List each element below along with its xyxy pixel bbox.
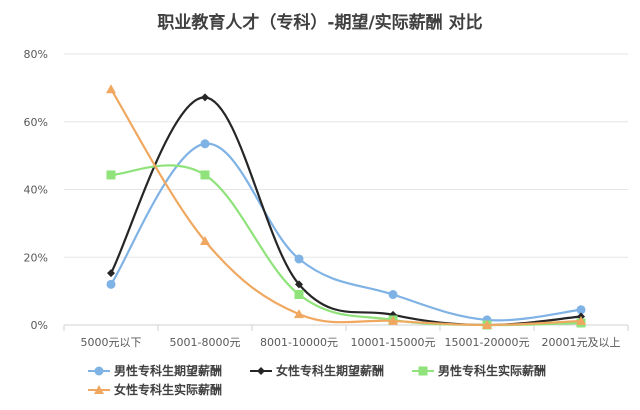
legend-circle-icon [88,366,110,375]
data-point-diamond [295,280,303,289]
data-point-triangle [388,315,398,325]
data-point-triangle [576,315,586,325]
data-point-circle [200,139,210,149]
data-point-square [294,290,304,300]
y-tick-label: 80% [24,48,48,61]
series-line-1 [110,96,582,327]
legend-triangle-icon [88,384,110,394]
data-point-diamond [107,269,115,278]
data-point-circle [294,254,304,264]
x-tick-label: 5000元以下 [81,336,142,349]
legend-item: 男性专科生期望薪酬 [88,362,222,379]
series-line-3 [110,88,582,327]
data-point-triangle [200,235,210,245]
data-point-square [106,170,116,180]
legend-diamond-icon [250,366,272,375]
legend-label: 男性专科生期望薪酬 [114,364,223,378]
y-tick-label: 60% [24,116,48,129]
x-tick-label: 20001元及以上 [542,336,621,349]
x-tick-label: 10001-15000元 [351,336,436,349]
legend-square-icon [412,366,434,375]
x-tick-label: 5001-8000元 [170,336,241,349]
legend-label: 女性专科生期望薪酬 [276,364,385,378]
data-point-triangle [106,84,116,94]
x-tick-label: 15001-20000元 [445,336,530,349]
data-point-circle [388,290,398,300]
legend-label: 女性专科生实际薪酬 [114,383,223,397]
y-tick-label: 40% [24,184,48,197]
x-tick-label: 8001-10000元 [260,336,338,349]
data-point-triangle [294,309,304,319]
data-point-circle [106,279,116,289]
data-point-circle [576,305,586,315]
data-point-triangle [482,320,492,329]
y-tick-label: 0% [31,319,48,332]
data-point-square [200,170,210,180]
legend-item: 男性专科生实际薪酬 [412,362,546,379]
data-point-diamond [201,93,209,102]
y-tick-label: 20% [24,251,48,264]
legend-item: 女性专科生期望薪酬 [250,362,384,379]
legend-item: 女性专科生实际薪酬 [88,381,222,398]
chart-title: 职业教育人才（专科）-期望/实际薪酬 对比 [157,13,483,33]
series-line-0 [110,142,582,322]
legend-label: 男性专科生实际薪酬 [438,364,547,378]
